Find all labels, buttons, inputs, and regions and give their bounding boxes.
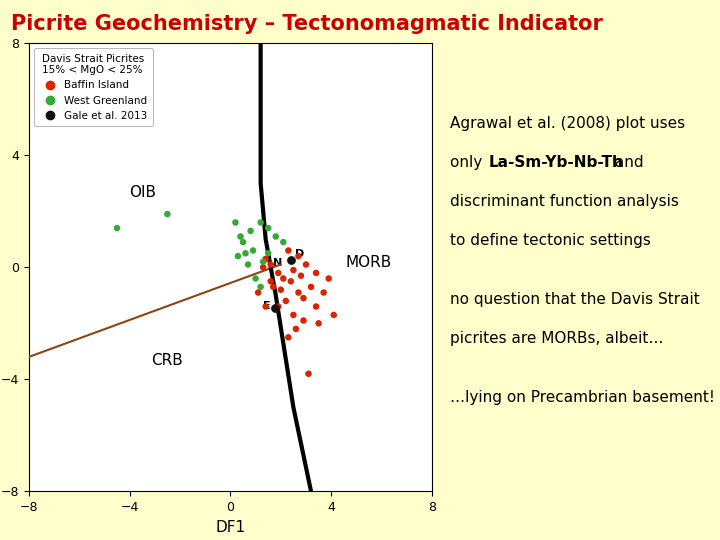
Point <box>245 227 256 235</box>
Point <box>269 303 280 312</box>
Point <box>300 260 312 269</box>
Point <box>278 238 289 246</box>
Point <box>258 258 269 266</box>
Text: E: E <box>264 301 271 312</box>
Point <box>288 266 300 274</box>
X-axis label: DF1: DF1 <box>215 519 246 535</box>
Text: OIB: OIB <box>129 185 156 200</box>
Point <box>303 369 315 378</box>
Text: no question that the Davis Strait: no question that the Davis Strait <box>450 292 700 307</box>
Text: N: N <box>274 258 282 268</box>
Text: Picrite Geochemistry – Tectonomagmatic Indicator: Picrite Geochemistry – Tectonomagmatic I… <box>11 14 603 33</box>
Point <box>235 232 246 241</box>
Text: Agrawal et al. (2008) plot uses: Agrawal et al. (2008) plot uses <box>450 116 685 131</box>
Point <box>293 288 305 297</box>
Point <box>313 319 325 328</box>
Point <box>278 274 289 283</box>
Point <box>250 274 261 283</box>
Point <box>280 296 292 305</box>
Point <box>273 268 284 277</box>
Point <box>295 272 307 280</box>
Point <box>310 268 322 277</box>
Text: D: D <box>294 249 304 260</box>
Point <box>162 210 174 218</box>
Point <box>270 232 282 241</box>
Point <box>263 249 274 258</box>
Point <box>233 252 244 260</box>
Point <box>288 310 300 319</box>
Point <box>240 249 251 258</box>
Point <box>328 310 340 319</box>
Point <box>273 302 284 311</box>
Point <box>318 288 330 297</box>
Text: to define tectonic settings: to define tectonic settings <box>450 233 651 248</box>
Point <box>285 256 297 265</box>
Text: …lying on Precambrian basement!: …lying on Precambrian basement! <box>450 390 715 406</box>
Point <box>285 277 297 286</box>
Point <box>248 246 259 255</box>
Point <box>242 260 254 269</box>
Point <box>260 302 271 311</box>
Point <box>268 282 279 291</box>
Point <box>112 224 123 232</box>
Text: discriminant function analysis: discriminant function analysis <box>450 194 679 209</box>
Text: and: and <box>610 155 644 170</box>
Point <box>310 302 322 311</box>
Point <box>258 263 269 272</box>
Point <box>298 316 310 325</box>
Point <box>282 333 294 342</box>
Point <box>293 252 305 260</box>
Point <box>260 254 271 263</box>
Point <box>265 277 276 286</box>
Point <box>323 274 335 283</box>
Point <box>255 218 266 227</box>
Text: CRB: CRB <box>151 353 184 368</box>
Text: only: only <box>450 155 487 170</box>
Point <box>238 238 249 246</box>
Point <box>263 224 274 232</box>
Point <box>265 260 276 269</box>
Point <box>290 325 302 333</box>
Point <box>255 282 266 291</box>
Text: La-Sm-Yb-Nb-Th: La-Sm-Yb-Nb-Th <box>489 155 624 170</box>
Point <box>253 288 264 297</box>
Point <box>305 282 317 291</box>
Text: MORB: MORB <box>346 255 392 271</box>
Legend: Baffin Island, West Greenland, Gale et al. 2013: Baffin Island, West Greenland, Gale et a… <box>34 49 153 126</box>
Point <box>275 285 287 294</box>
Point <box>230 218 241 227</box>
Point <box>298 294 310 302</box>
Point <box>282 246 294 255</box>
Text: picrites are MORBs, albeit…: picrites are MORBs, albeit… <box>450 331 664 346</box>
